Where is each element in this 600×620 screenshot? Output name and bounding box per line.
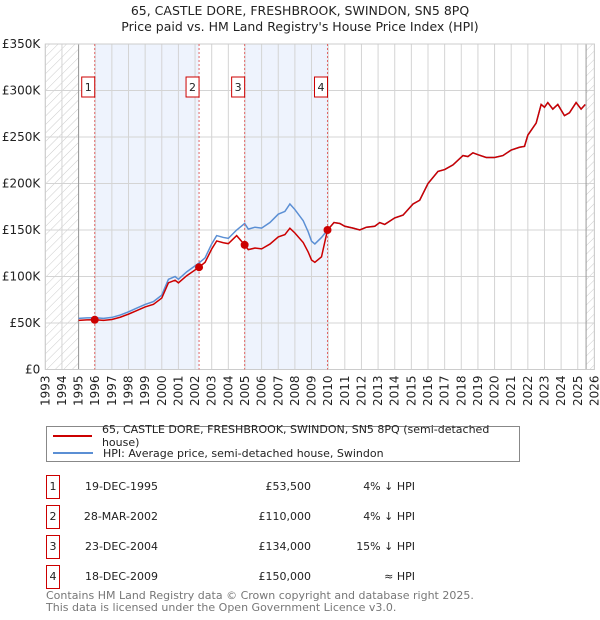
transaction-number: 4: [46, 565, 60, 589]
x-tick-label: 2009: [305, 376, 319, 407]
x-tick-label: 2010: [321, 376, 335, 407]
transaction-hpi-diff: 4% ↓ HPI: [363, 480, 415, 493]
x-tick-label: 2001: [171, 376, 185, 407]
x-tick-label: 2011: [338, 376, 352, 407]
y-tick-label: £200K: [2, 177, 42, 191]
legend-swatch-blue: [53, 452, 93, 454]
x-tick-label: 2012: [354, 376, 368, 407]
sale-point: [323, 226, 332, 234]
chart-subtitle: Price paid vs. HM Land Registry's House …: [121, 19, 479, 34]
y-tick-label: £300K: [2, 84, 42, 98]
transaction-price: £134,000: [258, 540, 312, 553]
y-tick-label: £150K: [2, 223, 42, 237]
x-tick-label: 2007: [271, 376, 285, 407]
transaction-price: £53,500: [265, 480, 312, 493]
x-tick-label: 2002: [188, 376, 202, 407]
transaction-date: 28-MAR-2002: [83, 510, 158, 523]
x-tick-label: 2003: [205, 376, 219, 407]
transaction-price: £110,000: [258, 510, 312, 523]
sale-point: [240, 240, 249, 249]
x-tick-label: 2020: [488, 376, 502, 407]
x-tick-label: 1996: [88, 376, 102, 407]
legend-swatch-red: [53, 435, 92, 437]
ownership-period-shade: [94, 44, 200, 370]
x-tick-label: 2026: [587, 376, 600, 407]
x-tick-label: 2024: [554, 376, 568, 407]
footer: Contains HM Land Registry data © Crown c…: [46, 590, 474, 614]
x-tick-label: 2004: [221, 376, 235, 407]
x-tick-label: 2006: [255, 376, 269, 407]
footer-line-2: This data is licensed under the Open Gov…: [46, 601, 397, 614]
x-tick-label: 1994: [55, 376, 69, 407]
x-tick-label: 1995: [72, 376, 86, 407]
x-tick-label: 2025: [571, 376, 585, 407]
transaction-number: 2: [46, 505, 60, 529]
x-tick-label: 1993: [38, 376, 52, 407]
price-chart: 1 2 3 4 1993 1994 1995 1996 1997 1998 1999 2000 2001…: [2, 37, 600, 407]
y-tick-label: £100K: [2, 270, 42, 284]
property-price-line: [78, 101, 586, 322]
sale-badge-box: [314, 76, 329, 98]
y-tick-label: £50K: [10, 316, 42, 330]
sale-badge-label: 4: [318, 81, 325, 94]
y-tick-label: £250K: [2, 130, 42, 144]
x-tick-label: 2019: [471, 376, 485, 407]
sale-badge-box: [81, 76, 96, 98]
transaction-hpi-diff: ≈ HPI: [384, 570, 415, 583]
sale-badge-box: [231, 76, 246, 98]
sale-badge-label: 2: [189, 81, 196, 94]
x-tick-label: 2005: [238, 376, 252, 407]
legend-item-hpi: HPI: Average price, semi-detached house,…: [53, 445, 384, 461]
chart-title: 65, CASTLE DORE, FRESHBROOK, SWINDON, SN…: [130, 3, 470, 18]
transaction-hpi-diff: 4% ↓ HPI: [363, 510, 415, 523]
legend-label-property: 65, CASTLE DORE, FRESHBROOK, SWINDON, SN…: [101, 423, 490, 449]
x-tick-label: 2022: [521, 376, 535, 407]
x-tick-label: 1999: [138, 376, 152, 407]
transaction-date: 23-DEC-2004: [84, 540, 158, 553]
sale-badge-label: 3: [235, 81, 242, 94]
sale-point: [195, 263, 204, 272]
x-tick-label: 2008: [288, 376, 302, 407]
chart-legend: 65, CASTLE DORE, FRESHBROOK, SWINDON, SN…: [46, 423, 520, 462]
plot-border: [44, 43, 595, 370]
x-tick-label: 2014: [388, 376, 402, 407]
transaction-number: 1: [46, 475, 60, 499]
no-data-hatch: [586, 44, 595, 370]
x-tick-label: 2000: [155, 376, 169, 407]
transaction-price: £150,000: [258, 570, 312, 583]
x-tick-label: 1997: [105, 376, 119, 407]
ownership-period-shade: [244, 44, 328, 370]
transaction-date: 19-DEC-1995: [84, 480, 158, 493]
x-tick-label: 2023: [537, 376, 551, 407]
transaction-date: 18-DEC-2009: [84, 570, 158, 583]
x-tick-label: 2018: [454, 376, 468, 407]
transaction-hpi-diff: 15% ↓ HPI: [356, 540, 415, 553]
x-tick-label: 2015: [404, 376, 418, 407]
sale-badge-box: [185, 76, 200, 98]
legend-label-hpi: HPI: Average price, semi-detached house,…: [103, 446, 384, 460]
x-tick-label: 2013: [371, 376, 385, 407]
x-tick-label: 2016: [421, 376, 435, 407]
x-tick-label: 1998: [121, 376, 135, 407]
y-tick-label: £350K: [2, 37, 42, 51]
x-tick-label: 2021: [504, 376, 518, 407]
footer-line-1: Contains HM Land Registry data © Crown c…: [46, 589, 474, 602]
transaction-number: 3: [46, 535, 60, 559]
x-tick-label: 2017: [438, 376, 452, 407]
legend-item-property: 65, CASTLE DORE, FRESHBROOK, SWINDON, SN…: [53, 423, 519, 449]
y-tick-label: £0: [25, 363, 40, 377]
sale-point: [90, 315, 99, 324]
sale-badge-label: 1: [85, 81, 92, 94]
